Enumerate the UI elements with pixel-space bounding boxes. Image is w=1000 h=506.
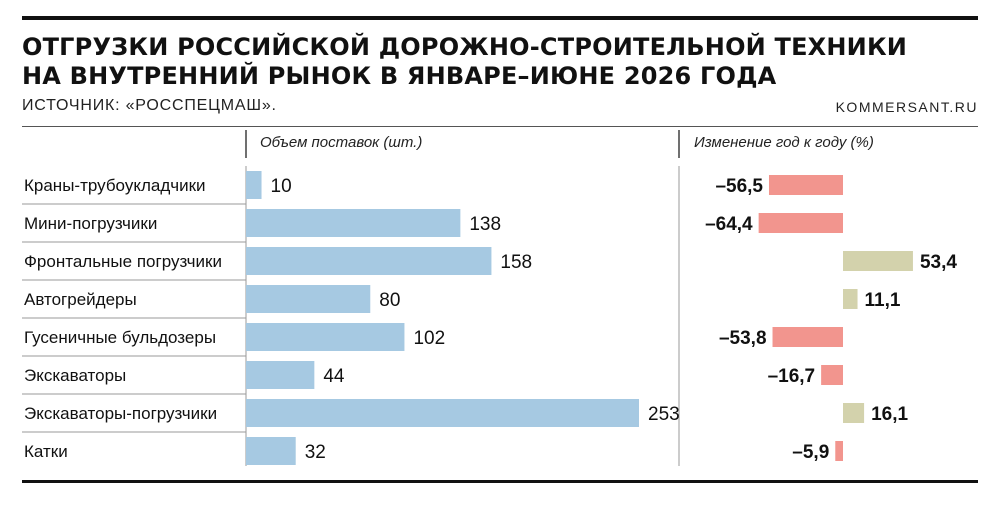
site-credit: KOMMERSANT.RU xyxy=(835,99,978,115)
volume-value-label: 44 xyxy=(323,366,345,387)
category-label: Экскаваторы xyxy=(24,366,126,385)
volume-bar xyxy=(246,171,262,199)
change-value-label: –56,5 xyxy=(715,176,763,197)
category-label: Мини-погрузчики xyxy=(24,214,157,233)
top-rule xyxy=(22,16,978,20)
change-value-label: –53,8 xyxy=(719,328,767,349)
volume-value-label: 32 xyxy=(305,442,326,463)
change-value-label: 16,1 xyxy=(871,404,908,425)
change-value-label: –64,4 xyxy=(705,214,753,235)
bottom-rule xyxy=(22,480,978,483)
change-bar-negative xyxy=(772,327,843,347)
volume-column-header: Объем поставок (шт.) xyxy=(260,134,423,151)
volume-bar xyxy=(246,437,296,465)
volume-bar xyxy=(246,361,315,389)
change-value-label: 53,4 xyxy=(920,252,957,273)
category-label: Катки xyxy=(24,442,68,461)
chart-title: ОТГРУЗКИ РОССИЙСКОЙ ДОРОЖНО-СТРОИТЕЛЬНОЙ… xyxy=(22,33,978,91)
change-column-header: Изменение год к году (%) xyxy=(694,134,874,151)
volume-value-label: 158 xyxy=(500,252,532,273)
change-bar-negative xyxy=(821,365,843,385)
volume-bar xyxy=(246,247,492,275)
change-bar-positive xyxy=(843,251,913,271)
change-bar-positive xyxy=(843,289,858,309)
category-label: Фронтальные погрузчики xyxy=(24,252,222,271)
volume-bar xyxy=(246,323,405,351)
source-note: ИСТОЧНИК: «РОССПЕЦМАШ». xyxy=(22,97,277,114)
volume-value-label: 10 xyxy=(271,176,292,197)
volume-value-label: 253 xyxy=(648,404,680,425)
volume-bar xyxy=(246,285,371,313)
change-bar-negative xyxy=(768,175,843,195)
volume-value-label: 102 xyxy=(413,328,445,349)
category-label: Краны-трубоукладчики xyxy=(24,176,206,195)
volume-bar xyxy=(246,399,639,427)
chart-title-line-2: НА ВНУТРЕННИЙ РЫНОК В ЯНВАРЕ–ИЮНЕ 2026 Г… xyxy=(22,62,777,90)
category-label: Экскаваторы-погрузчики xyxy=(24,404,217,423)
chart-title-line-1: ОТГРУЗКИ РОССИЙСКОЙ ДОРОЖНО-СТРОИТЕЛЬНОЙ… xyxy=(22,33,908,61)
change-value-label: 11,1 xyxy=(865,290,901,311)
change-value-label: –16,7 xyxy=(768,366,816,387)
change-bar-positive xyxy=(843,403,865,423)
volume-value-label: 138 xyxy=(469,214,501,235)
change-bar-negative xyxy=(758,213,843,233)
category-label: Автогрейдеры xyxy=(24,290,137,309)
volume-bar xyxy=(246,209,461,237)
header-rule xyxy=(22,126,978,127)
change-value-label: –5,9 xyxy=(792,442,829,463)
change-bar-negative xyxy=(835,441,843,461)
category-label: Гусеничные бульдозеры xyxy=(24,328,216,347)
volume-value-label: 80 xyxy=(379,290,400,311)
